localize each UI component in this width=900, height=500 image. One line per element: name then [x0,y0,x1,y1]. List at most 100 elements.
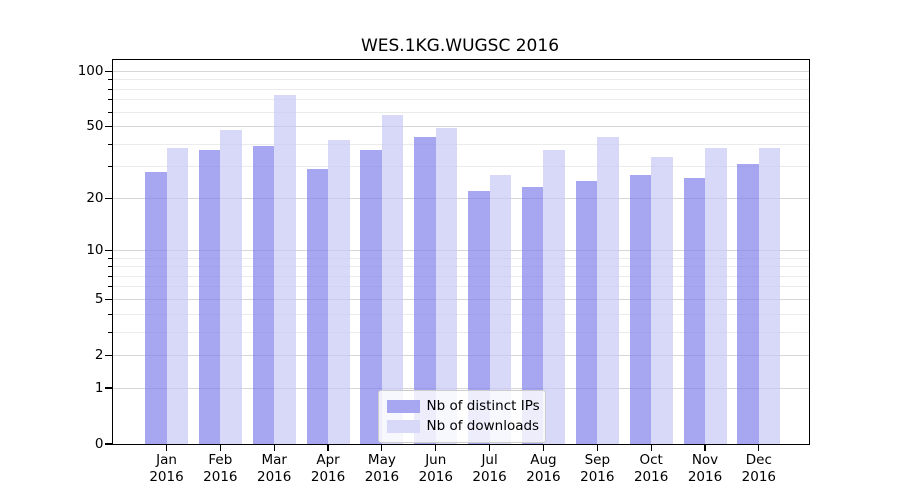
x-tick-label: Oct 2016 [633,452,669,485]
y-tick-label: 2 [94,346,104,363]
y-minor-tick [108,88,113,90]
y-tick [105,197,113,199]
bar-downloads-4 [381,114,404,444]
major-gridline [112,197,809,199]
y-minor-tick [108,99,113,101]
x-tick [273,445,275,451]
y-minor-tick [108,111,113,113]
y-tick-label: 50 [86,118,104,135]
x-tick [758,445,760,451]
major-gridline [112,249,809,251]
x-tick [596,445,598,451]
x-tick-label: Aug 2016 [526,452,561,485]
major-gridline [112,126,809,128]
y-minor-tick [108,313,113,315]
x-tick [381,445,383,451]
bar-distinct-ips-4 [360,150,382,444]
y-tick [105,70,113,72]
minor-gridline [112,99,809,101]
minor-gridline [112,143,809,145]
x-tick [542,445,545,451]
legend: Nb of distinct IPs Nb of downloads [377,389,546,443]
legend-item-downloads: Nb of downloads [386,418,540,435]
y-minor-tick [108,275,113,277]
x-tick [489,445,491,451]
y-minor-tick [108,166,113,168]
minor-gridline [112,88,809,90]
bar-distinct-ips-8 [575,180,598,444]
y-minor-tick [108,266,113,268]
bar-downloads-6 [489,174,512,444]
x-tick [165,445,168,451]
minor-gridline [112,266,809,268]
x-tick-label: Apr 2016 [310,452,346,485]
bar-distinct-ips-0 [145,172,167,444]
bar-downloads-5 [435,128,458,444]
x-tick-label: Feb 2016 [203,452,238,485]
major-gridline [112,354,809,356]
y-tick [105,354,113,356]
bar-downloads-9 [651,156,673,444]
y-tick-label: 20 [86,189,104,206]
y-tick-label: 10 [86,241,104,258]
bar-distinct-ips-5 [414,136,436,444]
x-tick-label: Mar 2016 [257,452,292,485]
y-tick [105,387,113,389]
bar-downloads-8 [597,136,619,444]
y-tick [105,298,113,300]
bar-distinct-ips-11 [737,164,759,444]
x-tick [704,445,706,451]
y-minor-tick [108,257,113,259]
y-tick [105,125,113,128]
x-tick-label: Dec 2016 [741,452,777,485]
bar-downloads-3 [328,140,350,444]
plot-area: Nb of distinct IPs Nb of downloads 0 1 2 5 1… [78,58,810,485]
bar-distinct-ips-10 [683,177,705,444]
y-tick-label: 5 [94,290,104,307]
y-tick [105,249,113,251]
minor-gridline [112,275,809,277]
bar-distinct-ips-3 [306,169,329,444]
bar-downloads-1 [220,129,242,444]
minor-gridline [112,331,809,333]
y-minor-tick [108,286,113,288]
legend-swatch-distinct-ips [386,399,420,413]
bar-distinct-ips-9 [629,174,652,444]
x-tick-label: Nov 2016 [687,452,723,485]
bar-downloads-2 [274,95,296,444]
legend-swatch-downloads [386,419,420,433]
major-gridline [112,298,809,300]
x-tick-label: Jul 2016 [472,452,507,485]
x-tick-label: Jun 2016 [418,452,453,485]
minor-gridline [112,257,809,259]
x-tick-label: Sep 2016 [580,452,615,485]
minor-gridline [112,166,809,168]
bar-distinct-ips-2 [252,146,275,444]
bar-downloads-11 [758,148,781,444]
major-gridline [112,387,809,389]
x-tick-label: May 2016 [364,452,400,485]
x-tick [650,445,652,451]
minor-gridline [112,286,809,288]
bar-downloads-7 [543,150,565,444]
y-minor-tick [108,79,113,81]
bar-downloads-0 [166,148,188,444]
bar-distinct-ips-6 [468,190,490,444]
minor-gridline [112,313,809,315]
chart-title: WES.1KG.WUGSC 2016 [360,36,560,56]
y-tick [105,443,113,445]
bar-distinct-ips-7 [521,187,544,444]
y-tick-label: 100 [77,62,104,79]
minor-gridline [112,111,809,113]
minor-gridline [112,79,809,81]
x-tick [219,445,221,451]
y-minor-tick [108,143,113,145]
legend-label-distinct-ips: Nb of distinct IPs [426,398,540,414]
y-tick-label: 0 [94,435,104,452]
legend-item-distinct-ips: Nb of distinct IPs [386,398,540,415]
x-tick [327,445,329,451]
bar-downloads-10 [705,148,727,444]
x-tick-label: Jan 2016 [149,452,184,485]
legend-label-downloads: Nb of downloads [426,418,540,434]
